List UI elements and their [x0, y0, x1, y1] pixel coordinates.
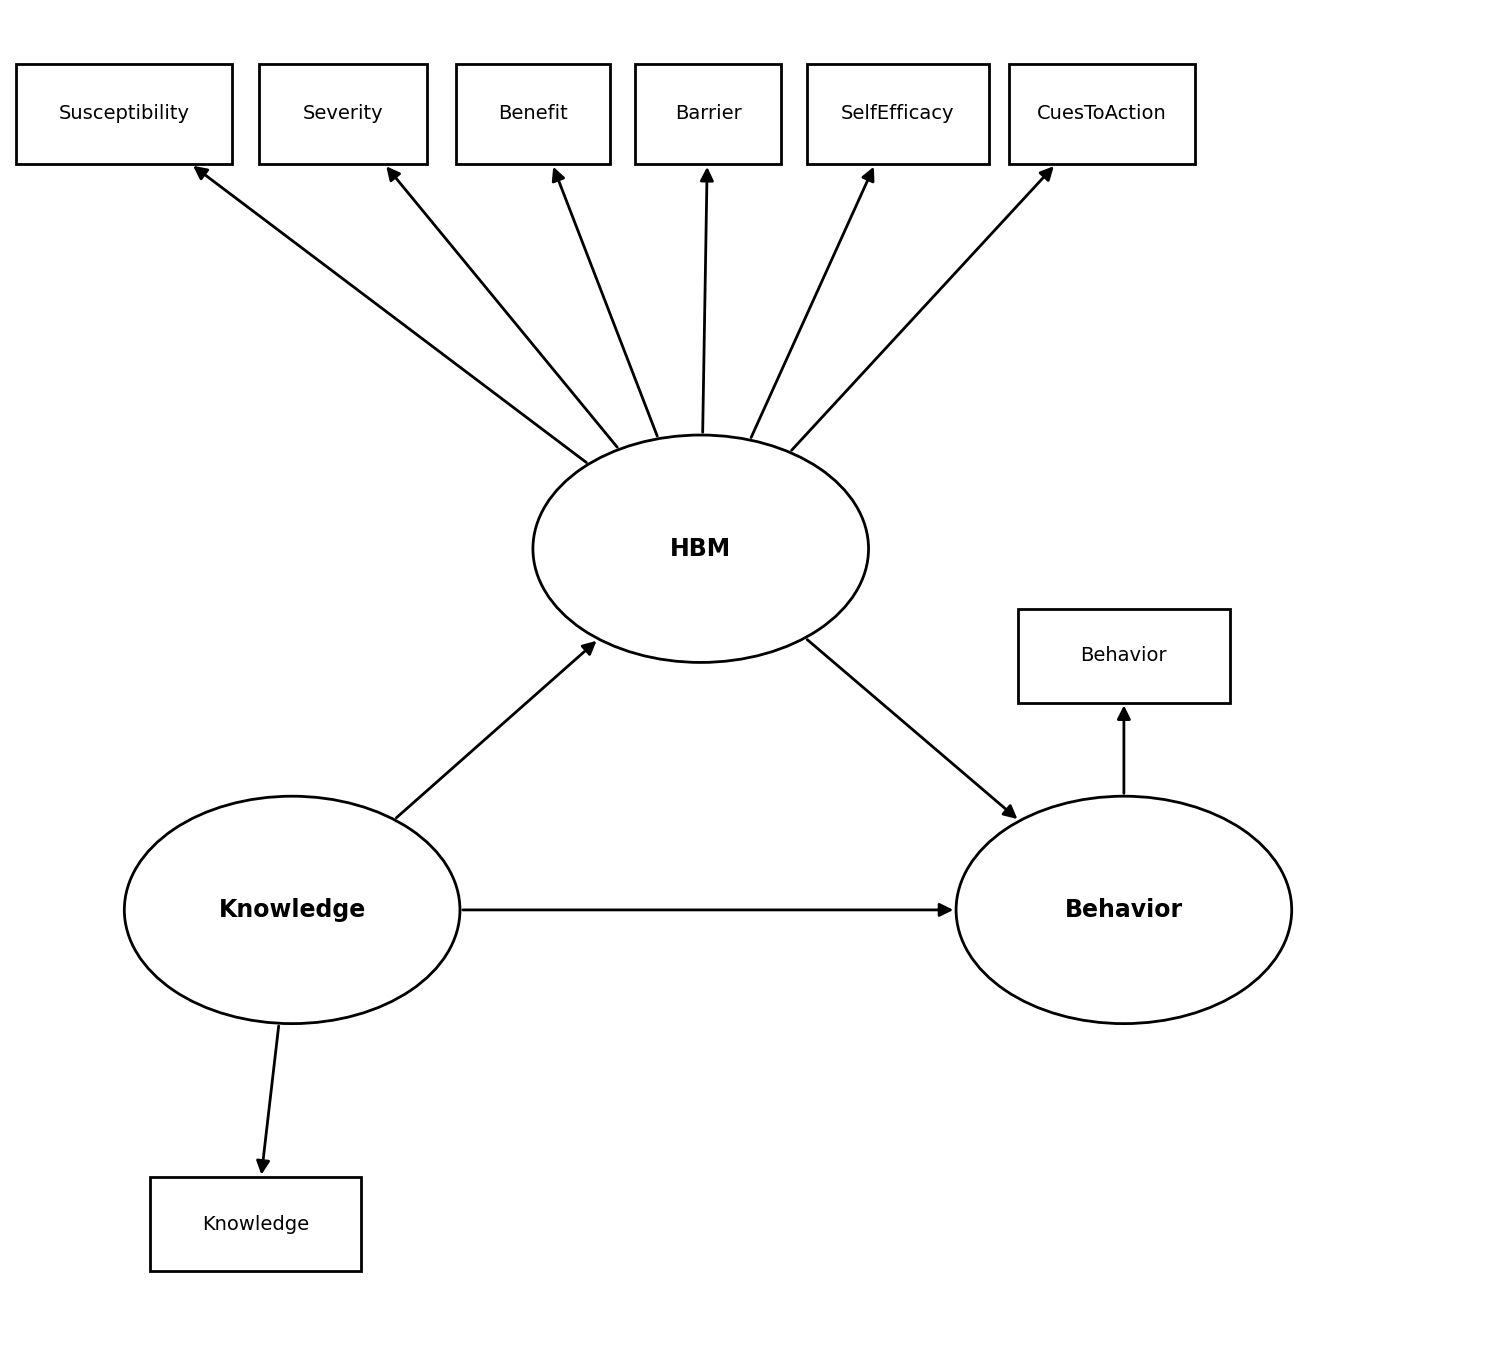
- Text: Knowledge: Knowledge: [203, 1215, 310, 1234]
- Text: SelfEfficacy: SelfEfficacy: [841, 105, 954, 123]
- Ellipse shape: [124, 796, 460, 1024]
- Text: Behavior: Behavior: [1065, 898, 1182, 921]
- Text: Behavior: Behavior: [1081, 646, 1167, 665]
- Text: Benefit: Benefit: [497, 105, 567, 123]
- Text: Barrier: Barrier: [675, 105, 742, 123]
- FancyBboxPatch shape: [16, 64, 232, 164]
- Text: Susceptibility: Susceptibility: [60, 105, 189, 123]
- FancyBboxPatch shape: [634, 64, 780, 164]
- FancyBboxPatch shape: [807, 64, 989, 164]
- Ellipse shape: [956, 796, 1292, 1024]
- FancyBboxPatch shape: [456, 64, 609, 164]
- Text: Severity: Severity: [302, 105, 384, 123]
- Ellipse shape: [533, 435, 868, 662]
- FancyBboxPatch shape: [150, 1178, 362, 1271]
- FancyBboxPatch shape: [1008, 64, 1196, 164]
- Text: HBM: HBM: [670, 536, 731, 561]
- FancyBboxPatch shape: [259, 64, 427, 164]
- FancyBboxPatch shape: [1018, 609, 1230, 703]
- Text: Knowledge: Knowledge: [219, 898, 366, 921]
- Text: CuesToAction: CuesToAction: [1038, 105, 1167, 123]
